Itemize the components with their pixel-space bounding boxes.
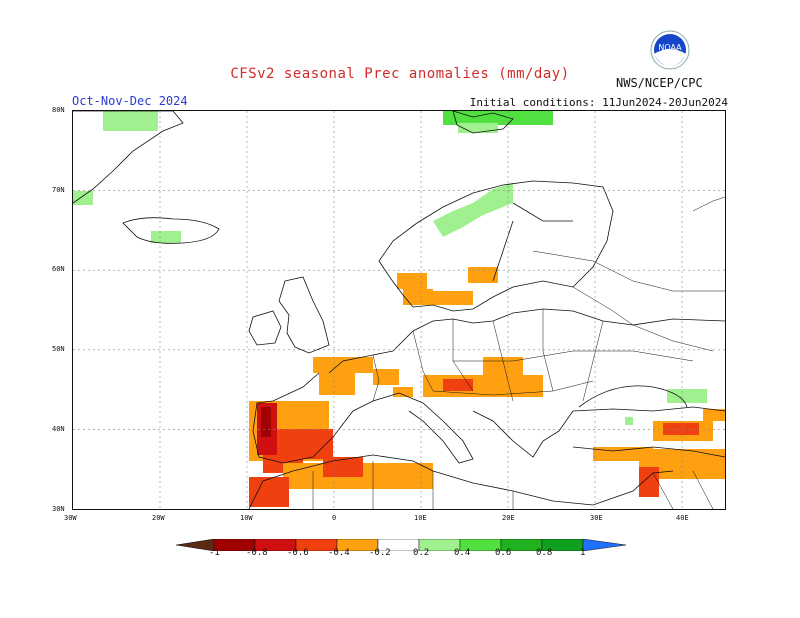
colorbar-label: -0.4 — [328, 548, 350, 558]
lon-label-30e: 30E — [590, 514, 603, 522]
colorbar-label: 0.8 — [536, 548, 553, 558]
logo-text: NOAA — [658, 43, 682, 52]
colorbar-high-arrow — [582, 538, 627, 552]
wet-patch-iceland — [151, 231, 181, 243]
lon-label-0: 0 — [332, 514, 337, 522]
lat-label-50n: 50N — [52, 345, 65, 353]
dry-patch-alps-strong — [443, 379, 473, 391]
organization-label: NWS/NCEP/CPC — [616, 76, 703, 90]
wet-patch-caucasus — [667, 389, 707, 403]
dry-patch-france — [319, 373, 355, 395]
dry-patch-skagerrak — [403, 289, 433, 305]
lat-label-40n: 40N — [52, 425, 65, 433]
dry-patch-sweden — [433, 291, 473, 305]
colorbar-label: -0.8 — [246, 548, 268, 558]
colorbar-label: -1 — [209, 548, 220, 558]
dry-patch-danube — [483, 357, 523, 377]
logo: NOAA — [650, 30, 690, 70]
lon-label-10w: 10W — [240, 514, 253, 522]
wet-patch-small — [625, 417, 633, 425]
dry-patch-portugal-strong — [261, 407, 271, 437]
wet-patch-arctic — [443, 111, 553, 125]
lon-label-20e: 20E — [502, 514, 515, 522]
map-svg — [72, 110, 726, 510]
colorbar-label: 1 — [580, 548, 586, 558]
colorbar-label: 0.2 — [413, 548, 430, 558]
lon-label-20w: 20W — [152, 514, 165, 522]
colorbar-label: -0.2 — [369, 548, 391, 558]
lon-label-30w: 30W — [64, 514, 77, 522]
map-title: CFSv2 seasonal Prec anomalies (mm/day) — [230, 66, 570, 82]
dry-patch-caspian — [703, 409, 725, 421]
dry-patch-iberia-mid — [273, 429, 333, 459]
gridlines — [73, 111, 725, 509]
wet-patch-svalbard — [458, 123, 498, 133]
coastlines — [72, 110, 726, 510]
dry-patch-turkey-strong — [663, 423, 699, 435]
lon-label-10e: 10E — [414, 514, 427, 522]
colorbar-label: 0.6 — [495, 548, 512, 558]
dry-patch-morocco — [249, 477, 289, 507]
anomaly-map — [72, 110, 726, 510]
lon-label-40e: 40E — [676, 514, 689, 522]
season-label: Oct-Nov-Dec 2024 — [72, 94, 188, 108]
lat-label-60n: 60N — [52, 265, 65, 273]
wet-patch-greenland-south — [73, 191, 93, 205]
lat-label-80n: 80N — [52, 106, 65, 114]
dry-patch-alps-west — [393, 387, 413, 397]
lat-label-30n: 30N — [52, 505, 65, 513]
initial-conditions-label: Initial conditions: 11Jun2024-20Jun2024 — [469, 96, 728, 109]
wet-patch-greenland — [103, 111, 158, 131]
dry-patch-france-east — [373, 369, 399, 385]
dry-patch-central-europe — [423, 375, 543, 397]
colorbar-label: -0.6 — [287, 548, 309, 558]
dry-patch-baltic — [468, 267, 498, 283]
dry-patch-levant — [639, 467, 659, 497]
colorbar — [175, 536, 628, 555]
wet-patch-norway — [433, 183, 513, 237]
dry-patch-channel — [313, 357, 373, 373]
lat-label-70n: 70N — [52, 186, 65, 194]
dry-patch-algeria — [323, 457, 363, 477]
colorbar-label: 0.4 — [454, 548, 471, 558]
dry-patch-norway-south — [397, 273, 427, 289]
anomaly-patches — [73, 111, 725, 507]
